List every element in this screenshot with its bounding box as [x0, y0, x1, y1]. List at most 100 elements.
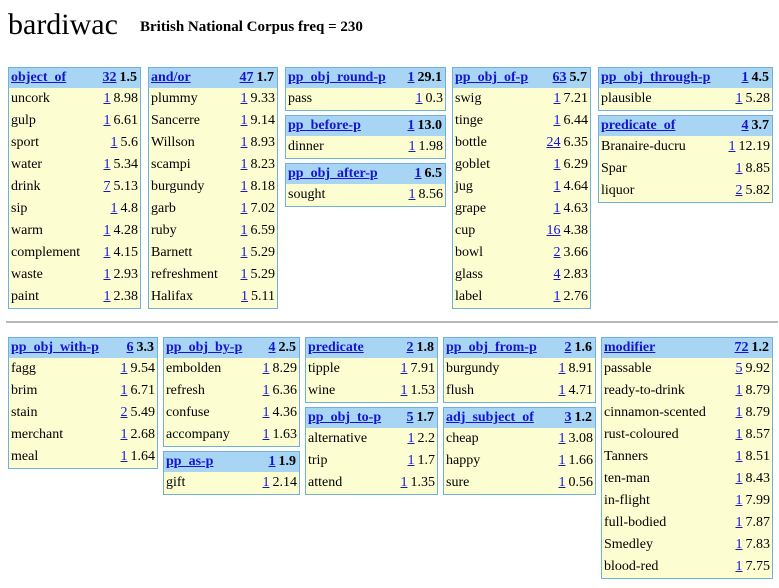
relation-link[interactable]: pp_obj_round-p [288, 70, 386, 85]
collocate-count-link[interactable]: 1 [103, 157, 111, 172]
relation-count-link[interactable]: 3 [564, 410, 572, 425]
collocate-count-link[interactable]: 2 [120, 405, 128, 420]
collocate-count-link[interactable]: 1 [120, 449, 128, 464]
collocate-count-link[interactable]: 1 [553, 157, 561, 172]
relation-link[interactable]: pp_obj_after-p [288, 166, 378, 181]
collocate-count-link[interactable]: 1 [400, 475, 408, 490]
collocate-count-link[interactable]: 16 [546, 223, 561, 238]
relation-link[interactable]: pp_obj_to-p [308, 410, 382, 425]
relation-count-link[interactable]: 63 [552, 70, 567, 85]
collocate-count-link[interactable]: 4 [553, 267, 561, 282]
relation-count-link[interactable]: 6 [126, 340, 134, 355]
collocate-count-link[interactable]: 1 [103, 91, 111, 106]
collocate-count-link[interactable]: 1 [240, 113, 248, 128]
collocate-count-link[interactable]: 1 [103, 245, 111, 260]
relation-link[interactable]: predicate [308, 340, 364, 355]
collocate-count-link[interactable]: 1 [262, 427, 270, 442]
collocate-count-link[interactable]: 1 [407, 453, 415, 468]
collocate-count-link[interactable]: 1 [120, 427, 128, 442]
collocate-count-link[interactable]: 1 [103, 113, 111, 128]
collocate-count-link[interactable]: 1 [120, 361, 128, 376]
collocate-count-link[interactable]: 1 [400, 383, 408, 398]
collocate-count-link[interactable]: 1 [558, 383, 566, 398]
collocate-count-link[interactable]: 1 [262, 405, 270, 420]
relation-link[interactable]: pp_obj_from-p [446, 340, 537, 355]
collocate-count-link[interactable]: 1 [558, 475, 566, 490]
collocate-count-link[interactable]: 2 [553, 245, 561, 260]
collocate-count-link[interactable]: 1 [103, 289, 111, 304]
relation-count-link[interactable]: 2 [564, 340, 572, 355]
relation-count-link[interactable]: 47 [239, 70, 254, 85]
collocate-count-link[interactable]: 1 [735, 537, 743, 552]
collocate-count-link[interactable]: 1 [262, 383, 270, 398]
collocate-count-link[interactable]: 1 [240, 91, 248, 106]
relation-link[interactable]: modifier [604, 340, 656, 355]
collocate-count-link[interactable]: 1 [262, 361, 270, 376]
relation-count-link[interactable]: 2 [406, 340, 414, 355]
collocate-count-link[interactable]: 1 [240, 245, 248, 260]
collocate-count-link[interactable]: 1 [735, 449, 743, 464]
collocate-count-link[interactable]: 1 [553, 201, 561, 216]
collocate-count-link[interactable]: 1 [103, 267, 111, 282]
relation-count-link[interactable]: 4 [268, 340, 276, 355]
collocate-count-link[interactable]: 1 [735, 427, 743, 442]
relation-count-link[interactable]: 4 [741, 118, 749, 133]
relation-count-link[interactable]: 1 [414, 166, 422, 181]
relation-link[interactable]: pp_obj_of-p [455, 70, 529, 85]
collocate-count-link[interactable]: 1 [262, 475, 270, 490]
collocate-count-link[interactable]: 1 [240, 223, 248, 238]
relation-link[interactable]: adj_subject_of [446, 410, 534, 425]
collocate-count-link[interactable]: 1 [735, 471, 743, 486]
relation-count-link[interactable]: 1 [407, 118, 415, 133]
collocate-count-link[interactable]: 1 [558, 361, 566, 376]
collocate-count-link[interactable]: 1 [240, 157, 248, 172]
collocate-count-link[interactable]: 7 [103, 179, 111, 194]
collocate-count-link[interactable]: 1 [240, 179, 248, 194]
collocate-count-link[interactable]: 1 [241, 289, 249, 304]
collocate-count-link[interactable]: 1 [400, 361, 408, 376]
collocate-count-link[interactable]: 1 [553, 113, 561, 128]
collocate-count-link[interactable]: 1 [735, 161, 743, 176]
collocate-count-link[interactable]: 1 [735, 91, 743, 106]
collocate-count-link[interactable]: 1 [407, 431, 415, 446]
collocate-count-link[interactable]: 1 [735, 405, 743, 420]
collocate-count-link[interactable]: 1 [735, 515, 743, 530]
panel-and-or: and/or 47 1.7 plummy 1 9.33 Sancerre 1 9.14 Wills… [148, 67, 278, 309]
collocate-count-link[interactable]: 1 [735, 383, 743, 398]
collocate-count-link[interactable]: 2 [735, 183, 743, 198]
relation-count-link[interactable]: 1 [268, 454, 276, 469]
collocate-count-link[interactable]: 1 [553, 289, 561, 304]
relation-link[interactable]: object_of [11, 70, 67, 85]
collocate-count-link[interactable]: 1 [240, 267, 248, 282]
relation-count-link[interactable]: 1 [741, 70, 749, 85]
collocate-count-link[interactable]: 1 [735, 493, 743, 508]
relation-link[interactable]: and/or [151, 70, 191, 85]
collocate-count-link[interactable]: 1 [408, 187, 416, 202]
collocate-count-link[interactable]: 1 [553, 179, 561, 194]
collocate-count-link[interactable]: 1 [415, 91, 423, 106]
relation-link[interactable]: pp_as-p [166, 454, 214, 469]
collocate-count-link[interactable]: 1 [558, 431, 566, 446]
relation-link[interactable]: pp_obj_by-p [166, 340, 243, 355]
collocate-count-link[interactable]: 1 [110, 201, 118, 216]
collocate-count-link[interactable]: 5 [735, 361, 743, 376]
relation-link[interactable]: pp_obj_with-p [11, 340, 99, 355]
relation-link[interactable]: pp_before-p [288, 118, 361, 133]
collocate-count-link[interactable]: 1 [240, 201, 248, 216]
relation-count-link[interactable]: 5 [406, 410, 414, 425]
collocate-count-link[interactable]: 1 [120, 383, 128, 398]
relation-count-link[interactable]: 1 [407, 70, 415, 85]
relation-count-link[interactable]: 32 [102, 70, 117, 85]
collocate-count-link[interactable]: 1 [110, 135, 118, 150]
collocate-count-link[interactable]: 1 [553, 91, 561, 106]
relation-link[interactable]: pp_obj_through-p [601, 70, 711, 85]
relation-count-link[interactable]: 72 [734, 340, 749, 355]
collocate-count-link[interactable]: 1 [558, 453, 566, 468]
collocate-count-link[interactable]: 1 [103, 223, 111, 238]
collocate-count-link[interactable]: 1 [240, 135, 248, 150]
collocate-count-link[interactable]: 1 [735, 559, 743, 574]
collocate-count-link[interactable]: 1 [728, 139, 736, 154]
relation-link[interactable]: predicate_of [601, 118, 676, 133]
collocate-count-link[interactable]: 24 [546, 135, 561, 150]
collocate-count-link[interactable]: 1 [408, 139, 416, 154]
